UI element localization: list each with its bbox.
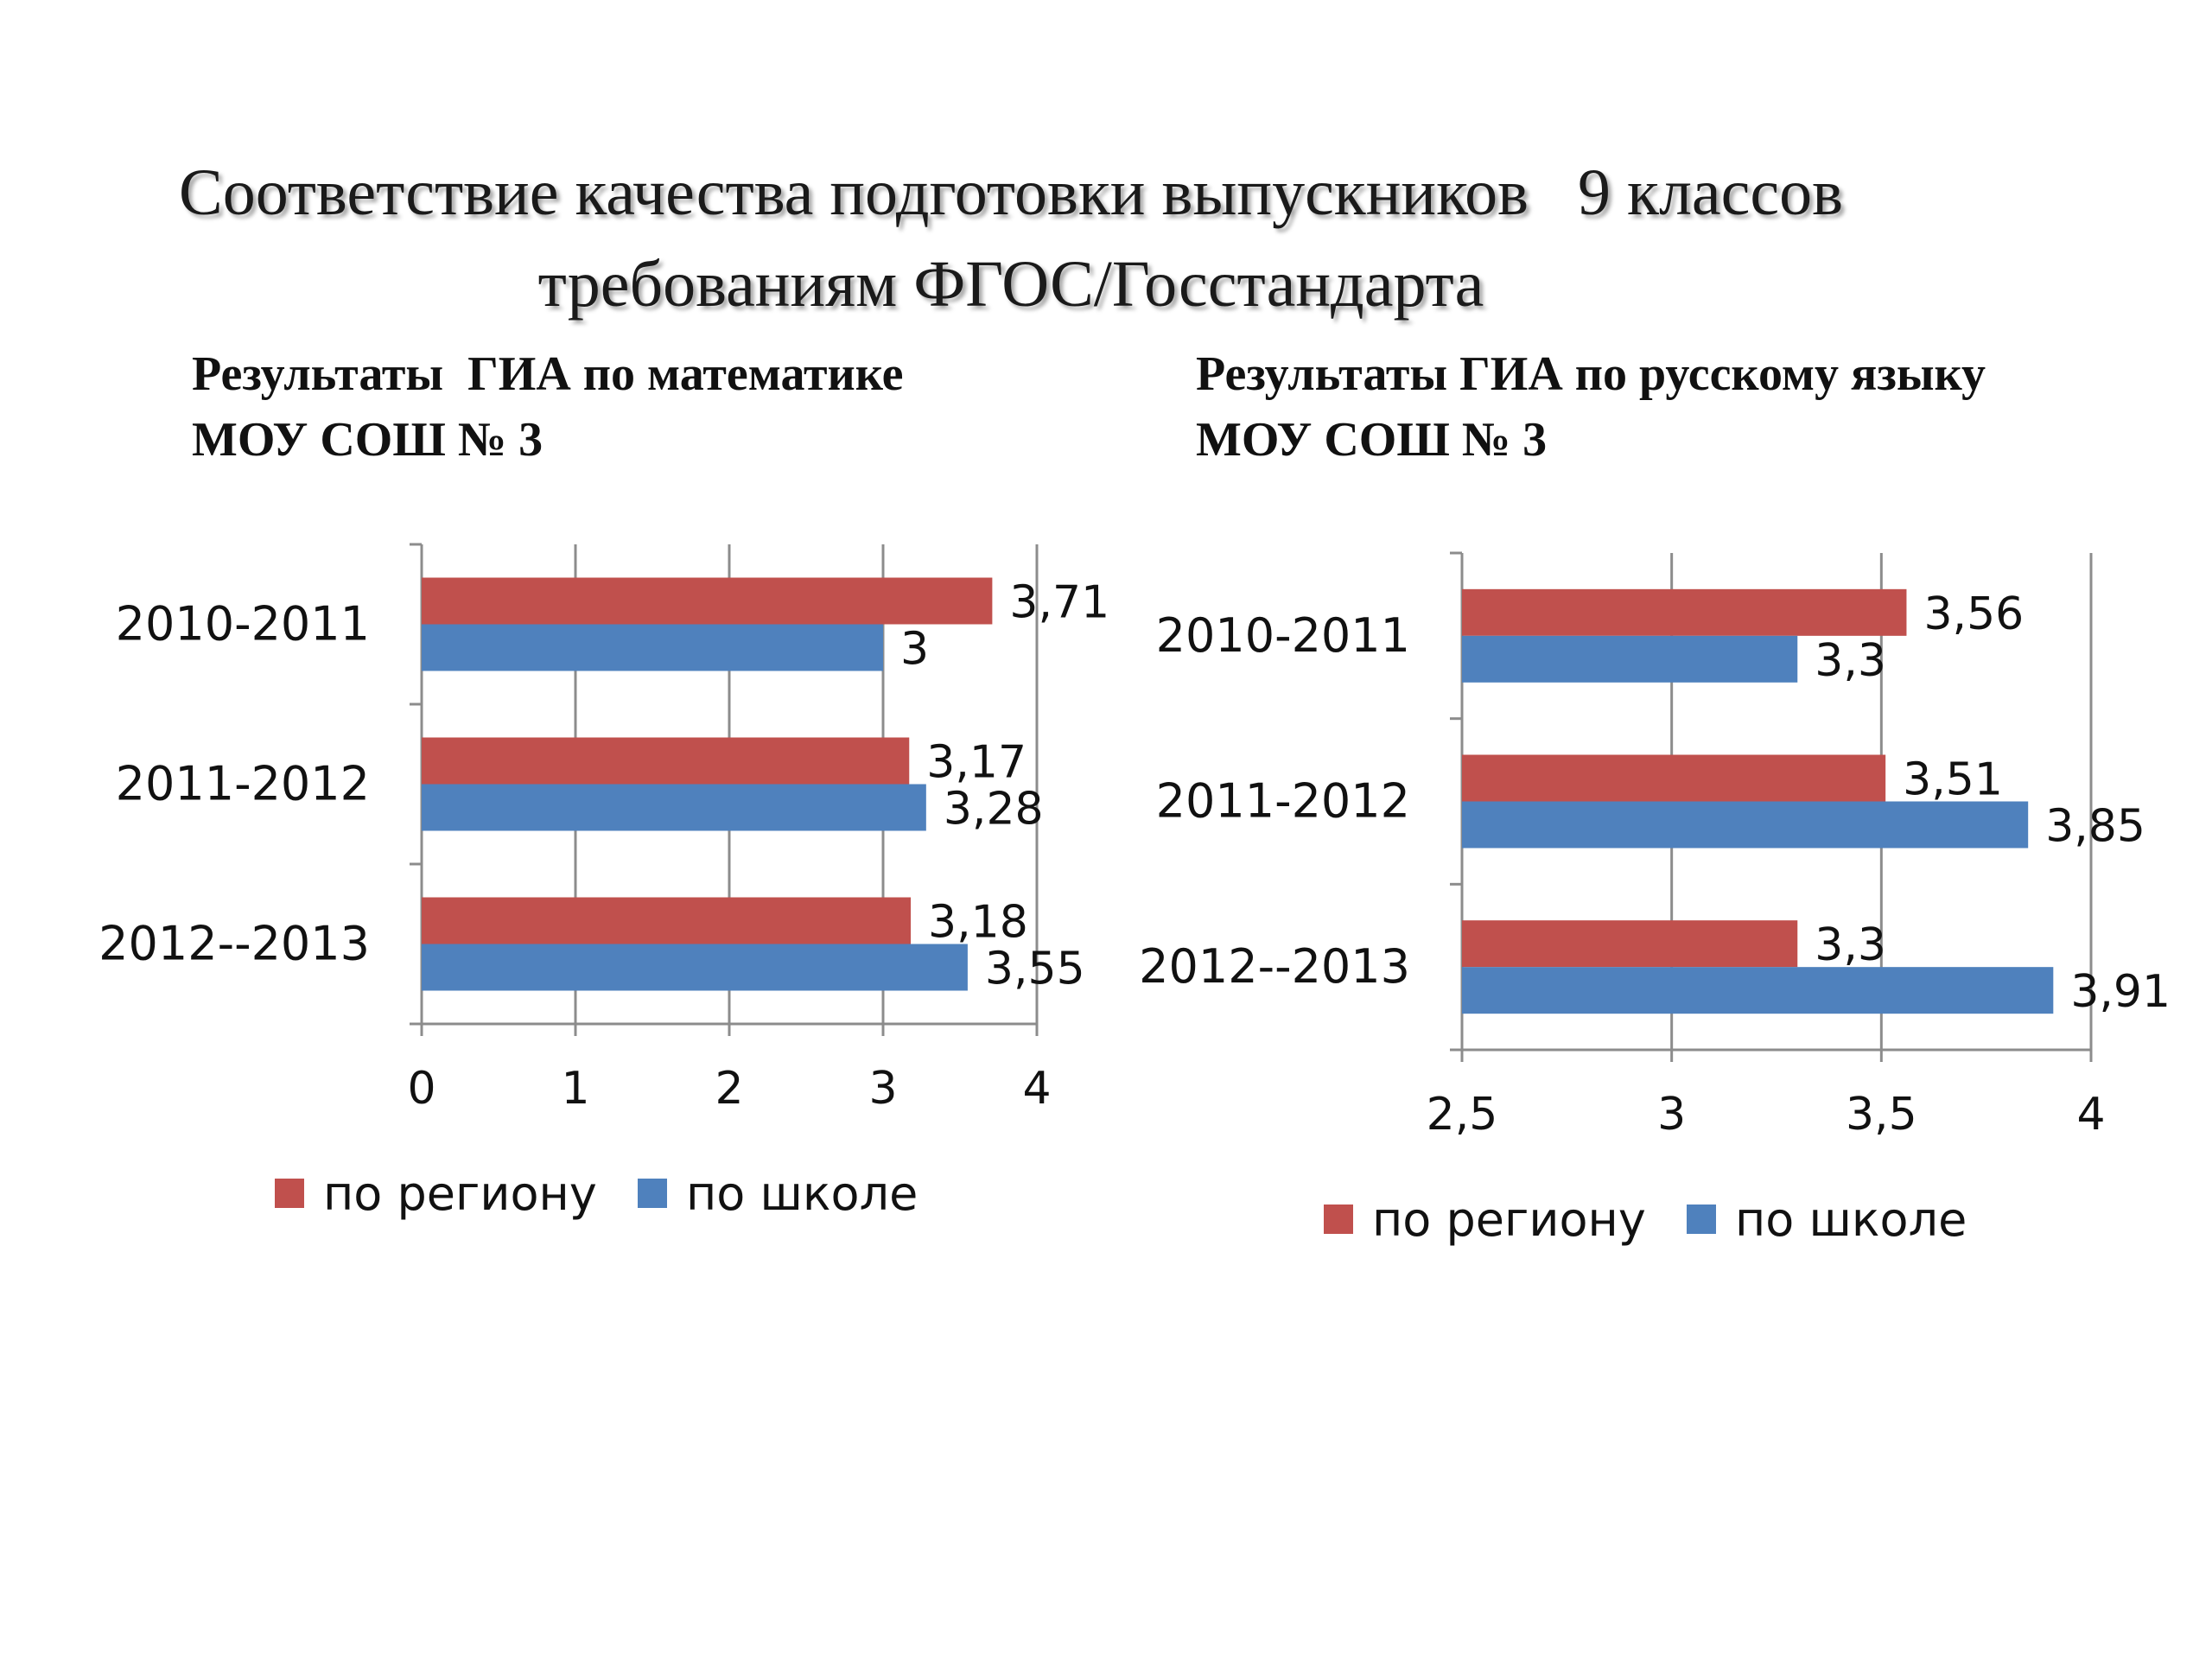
chart-0-category-label: 2012--2013 — [99, 917, 370, 971]
slide-title-line-2: требованиям ФГОС/Госстандарта — [537, 248, 1484, 321]
chart-1-x-tick-label: 3,5 — [1846, 1089, 1917, 1141]
math-results-chart: 0 1 2 3 4 2010-2011 3,71 3 2011-2012 3,173,28 2012… — [99, 543, 1109, 1221]
chart-1-legend-label: по региону — [1372, 1192, 1646, 1247]
chart-0-bar-school — [422, 784, 926, 831]
chart-1-data-label: 3,3 — [1815, 919, 1886, 971]
chart-0-data-label: 3,28 — [944, 784, 1044, 836]
chart-1-data-label: 3,85 — [2045, 801, 2145, 853]
chart-1-legend-swatch-school — [1687, 1205, 1716, 1234]
math-chart-heading: Результаты ГИА по математике МОУ СОШ № 3 — [192, 341, 904, 473]
chart-1-legend-label: по школе — [1735, 1192, 1967, 1247]
chart-0-bar-region — [422, 897, 912, 944]
chart-0-x-tick-label: 4 — [1022, 1063, 1051, 1115]
slide-title: Соответствие качества подготовки выпускн… — [35, 147, 1987, 330]
chart-1-category-label: 2012--2013 — [1139, 939, 1410, 994]
chart-0-legend-swatch-region — [275, 1179, 304, 1208]
russian-results-chart: 2,5 3 3,5 4 2010-2011 3,56 3,3 2011-2012 3,51 3,8… — [1139, 551, 2171, 1247]
russian-chart-heading-line-2: МОУ СОШ № 3 — [1196, 413, 1548, 467]
chart-1-x-tick-label: 4 — [2076, 1089, 2105, 1141]
chart-1-category-label: 2011-2012 — [1156, 774, 1410, 829]
chart-0-data-label: 3,55 — [985, 944, 1085, 995]
chart-1-x-tick-label: 3 — [1657, 1089, 1686, 1141]
chart-1-data-label: 3,56 — [1923, 588, 2024, 640]
chart-1-bar-school — [1462, 801, 2029, 849]
chart-1-bar-region — [1462, 920, 1798, 968]
chart-0-data-label: 3,71 — [1009, 577, 1109, 629]
chart-1-data-label: 3,3 — [1815, 635, 1886, 687]
math-chart-heading-line-1: Результаты ГИА по математике — [192, 347, 904, 401]
chart-1-bar-region — [1462, 754, 1886, 802]
chart-0-legend-swatch-school — [638, 1179, 667, 1208]
chart-1-legend-swatch-region — [1324, 1205, 1353, 1234]
chart-0-x-tick-label: 1 — [561, 1063, 589, 1115]
chart-1-data-label: 3,91 — [2070, 966, 2171, 1018]
chart-1-bar-region — [1462, 588, 1907, 636]
chart-0-x-tick-label: 0 — [407, 1063, 435, 1115]
chart-1-data-label: 3,51 — [1903, 754, 2003, 806]
chart-0-category-label: 2010-2011 — [116, 597, 370, 652]
chart-1-x-tick-label: 2,5 — [1427, 1089, 1498, 1141]
slide-title-line-1: Соответствие качества подготовки выпускн… — [179, 156, 1843, 229]
math-chart-heading-line-2: МОУ СОШ № 3 — [192, 413, 543, 467]
chart-0-x-tick-label: 3 — [868, 1063, 897, 1115]
chart-0-legend-label: по региону — [323, 1166, 597, 1221]
chart-0-bar-region — [422, 737, 910, 785]
russian-chart-heading: Результаты ГИА по русскому языку МОУ СОШ… — [1196, 341, 1986, 473]
chart-1-bar-school — [1462, 967, 2054, 1014]
russian-chart-heading-line-1: Результаты ГИА по русскому языку — [1196, 347, 1986, 401]
chart-0-category-label: 2011-2012 — [116, 757, 370, 811]
chart-1-bar-school — [1462, 635, 1798, 683]
chart-0-data-label: 3 — [900, 624, 929, 676]
chart-0-bar-school — [422, 624, 883, 671]
chart-0-bar-region — [422, 577, 993, 625]
chart-1-category-label: 2010-2011 — [1156, 608, 1410, 663]
chart-0-data-label: 3,17 — [926, 737, 1027, 789]
chart-0-bar-school — [422, 944, 968, 991]
chart-0-x-tick-label: 2 — [715, 1063, 743, 1115]
chart-0-legend-label: по школе — [686, 1166, 918, 1221]
chart-0-data-label: 3,18 — [928, 897, 1028, 949]
